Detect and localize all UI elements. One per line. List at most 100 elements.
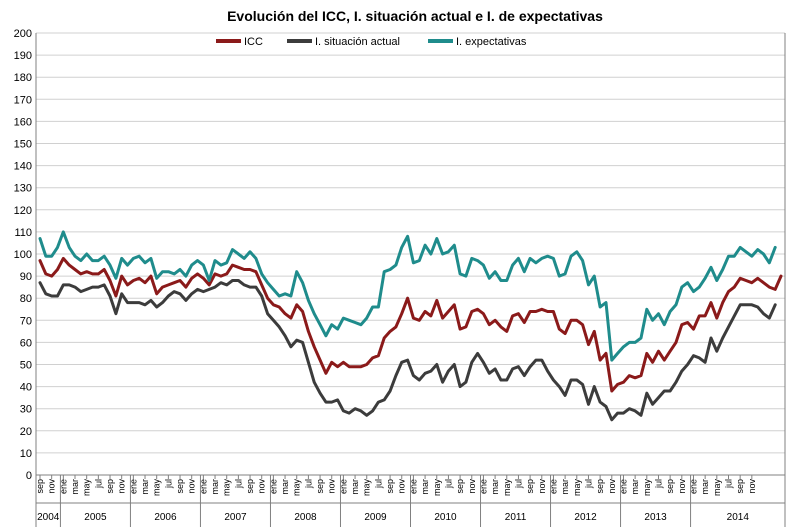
- x-tick-label: jul: [303, 479, 313, 489]
- x-tick-label: sep: [175, 479, 185, 494]
- x-tick-label: sep: [105, 479, 115, 494]
- year-label-2009: 2009: [364, 512, 387, 523]
- x-tick-label: mar: [280, 479, 290, 495]
- series-lines: [38, 230, 783, 422]
- x-tick-label: may: [292, 479, 302, 497]
- year-label-2011: 2011: [505, 512, 527, 523]
- x-tick-label: may: [82, 479, 92, 497]
- x-tick-label: mar: [420, 479, 430, 495]
- y-tick-label: 160: [14, 116, 32, 128]
- legend-label-icc: ICC: [244, 36, 263, 48]
- x-tick-label: nov: [467, 479, 477, 494]
- x-tick-label: nov: [47, 479, 57, 494]
- x-tick-label: mar: [350, 479, 360, 495]
- y-tick-label: 20: [20, 426, 32, 438]
- year-label-2006: 2006: [154, 512, 177, 523]
- x-tick-label: mar: [490, 479, 500, 495]
- x-tick-label: may: [222, 479, 232, 497]
- x-tick-label: nov: [327, 479, 337, 494]
- x-tick-label: sep: [665, 479, 675, 494]
- y-tick-label: 70: [20, 315, 32, 327]
- x-tick-label: may: [362, 479, 372, 497]
- x-tick-label: nov: [677, 479, 687, 494]
- x-tick-label: jul: [443, 479, 453, 489]
- x-tick-label: jul: [653, 479, 663, 489]
- x-tick-label: ene: [128, 479, 138, 494]
- x-tick-label: ene: [408, 479, 418, 494]
- x-tick-label: nov: [117, 479, 127, 494]
- x-tick-label: jul: [583, 479, 593, 489]
- y-tick-label: 150: [14, 139, 32, 151]
- y-axis-ticks: 0 10 20 30 40 50 60 70 80 90 100 110 120 130 140 150 160…: [14, 28, 32, 482]
- y-tick-label: 180: [14, 72, 32, 84]
- x-tick-label: nov: [257, 479, 267, 494]
- x-tick-label: may: [712, 479, 722, 497]
- x-tick-label: may: [642, 479, 652, 497]
- x-tick-label: sep: [595, 479, 605, 494]
- legend: ICC I. situación actual I. expectativas: [216, 36, 527, 48]
- x-tick-label: ene: [618, 479, 628, 494]
- y-tick-label: 60: [20, 337, 32, 349]
- y-tick-label: 100: [14, 249, 32, 261]
- series-line-icc: [38, 256, 783, 393]
- x-tick-label: ene: [58, 479, 68, 494]
- x-tick-label: ene: [478, 479, 488, 494]
- y-tick-label: 10: [20, 448, 32, 460]
- year-label-2004: 2004: [37, 512, 60, 523]
- x-tick-label: may: [152, 479, 162, 497]
- x-tick-label: may: [432, 479, 442, 497]
- x-tick-label: nov: [747, 479, 757, 494]
- legend-label-situacion: I. situación actual: [315, 36, 400, 48]
- x-tick-label: sep: [35, 479, 45, 494]
- year-label-2007: 2007: [224, 512, 247, 523]
- year-labels: 2004 2005 2006 2007 2008 2009 2010 2011 2012 2013…: [35, 475, 786, 527]
- x-tick-label: ene: [688, 479, 698, 494]
- x-tick-label: sep: [525, 479, 535, 494]
- x-tick-label: mar: [700, 479, 710, 495]
- x-tick-label: may: [502, 479, 512, 497]
- x-tick-label: nov: [187, 479, 197, 494]
- y-tick-label: 50: [20, 360, 32, 372]
- y-tick-label: 80: [20, 293, 32, 305]
- x-tick-label: mar: [210, 479, 220, 495]
- x-tick-label: jul: [513, 479, 523, 489]
- y-tick-label: 200: [14, 28, 32, 40]
- x-tick-label: nov: [397, 479, 407, 494]
- x-tick-label: nov: [537, 479, 547, 494]
- x-tick-label: jul: [233, 479, 243, 489]
- y-tick-label: 0: [26, 470, 32, 482]
- legend-label-expectativas: I. expectativas: [456, 36, 527, 48]
- x-axis-ticks: sep nov ene mar may jul sep nov ene mar may jul sep n…: [35, 475, 757, 496]
- x-tick-label: sep: [385, 479, 395, 494]
- x-tick-label: mar: [140, 479, 150, 495]
- year-label-2012: 2012: [574, 512, 597, 523]
- x-tick-label: sep: [245, 479, 255, 494]
- x-tick-label: mar: [560, 479, 570, 495]
- x-tick-label: mar: [630, 479, 640, 495]
- year-label-2008: 2008: [294, 512, 317, 523]
- x-tick-label: nov: [607, 479, 617, 494]
- x-tick-label: sep: [455, 479, 465, 494]
- x-tick-label: mar: [70, 479, 80, 495]
- y-tick-label: 30: [20, 404, 32, 416]
- x-tick-label: may: [572, 479, 582, 497]
- x-tick-label: jul: [373, 479, 383, 489]
- y-tick-label: 110: [14, 227, 32, 239]
- year-label-2010: 2010: [434, 512, 457, 523]
- chart-title: Evolución del ICC, I. situación actual e…: [227, 8, 603, 24]
- y-tick-label: 140: [14, 161, 32, 173]
- x-tick-label: jul: [723, 479, 733, 489]
- x-tick-label: jul: [93, 479, 103, 489]
- year-label-2005: 2005: [84, 512, 107, 523]
- y-tick-label: 90: [20, 271, 32, 283]
- x-tick-label: sep: [735, 479, 745, 494]
- y-tick-label: 130: [14, 183, 32, 195]
- x-tick-label: ene: [548, 479, 558, 494]
- x-tick-label: ene: [338, 479, 348, 494]
- y-tick-label: 40: [20, 382, 32, 394]
- y-tick-label: 190: [14, 50, 32, 62]
- x-tick-label: sep: [315, 479, 325, 494]
- y-tick-label: 120: [14, 205, 32, 217]
- x-tick-label: ene: [268, 479, 278, 494]
